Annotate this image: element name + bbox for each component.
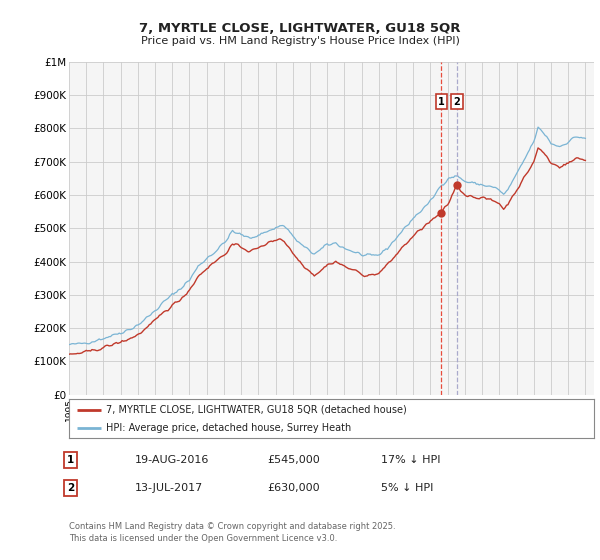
Text: 2: 2 — [67, 483, 74, 493]
Text: 1: 1 — [67, 455, 74, 465]
Text: £545,000: £545,000 — [267, 455, 320, 465]
Text: 2: 2 — [454, 96, 460, 106]
Text: 5% ↓ HPI: 5% ↓ HPI — [381, 483, 433, 493]
Text: 17% ↓ HPI: 17% ↓ HPI — [381, 455, 440, 465]
Text: 7, MYRTLE CLOSE, LIGHTWATER, GU18 5QR (detached house): 7, MYRTLE CLOSE, LIGHTWATER, GU18 5QR (d… — [106, 405, 407, 415]
Text: HPI: Average price, detached house, Surrey Heath: HPI: Average price, detached house, Surr… — [106, 423, 351, 433]
Text: Price paid vs. HM Land Registry's House Price Index (HPI): Price paid vs. HM Land Registry's House … — [140, 36, 460, 46]
Text: £630,000: £630,000 — [267, 483, 320, 493]
Text: 19-AUG-2016: 19-AUG-2016 — [135, 455, 209, 465]
Text: 1: 1 — [438, 96, 445, 106]
Text: Contains HM Land Registry data © Crown copyright and database right 2025.
This d: Contains HM Land Registry data © Crown c… — [69, 522, 395, 543]
Text: 13-JUL-2017: 13-JUL-2017 — [135, 483, 203, 493]
Text: 7, MYRTLE CLOSE, LIGHTWATER, GU18 5QR: 7, MYRTLE CLOSE, LIGHTWATER, GU18 5QR — [139, 22, 461, 35]
